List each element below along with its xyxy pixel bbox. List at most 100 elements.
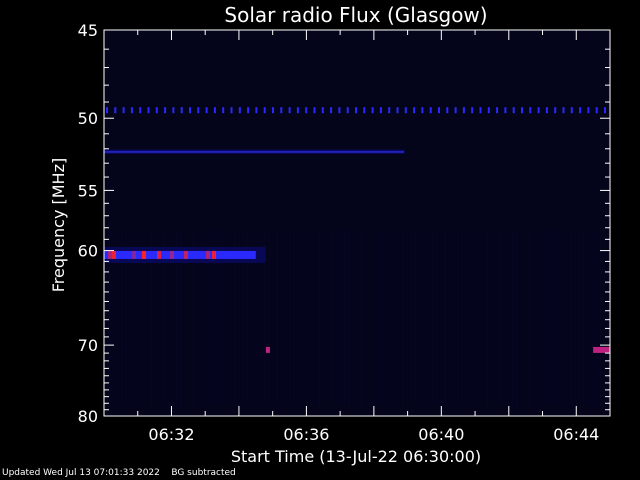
strong-band-burst <box>157 250 161 259</box>
texture-streak <box>116 230 119 406</box>
texture-streak <box>486 230 489 406</box>
texture-streak <box>398 230 400 406</box>
texture-streak <box>171 230 174 406</box>
x-tick-label: 06:32 <box>148 425 194 444</box>
texture-streak <box>549 230 552 406</box>
interference-dot <box>479 107 482 114</box>
interference-dot <box>579 107 582 114</box>
texture-streak <box>536 230 539 406</box>
texture-streak <box>494 230 497 406</box>
strong-band-burst <box>170 250 174 259</box>
texture-streak <box>511 230 514 406</box>
texture-streak <box>125 230 127 406</box>
texture-streak <box>133 230 136 406</box>
interference-dot <box>247 107 250 114</box>
interference-dot <box>164 107 167 114</box>
interference-dot <box>155 107 158 114</box>
texture-streak <box>414 230 417 406</box>
texture-streak <box>574 230 577 406</box>
interference-dot <box>421 107 424 114</box>
interference-dot <box>595 107 598 114</box>
interference-dot <box>180 107 183 114</box>
interference-dot <box>512 107 515 114</box>
texture-streak <box>255 230 258 406</box>
texture-streak <box>309 230 312 406</box>
interference-dot <box>280 107 283 114</box>
texture-streak <box>603 230 606 406</box>
texture-streak <box>427 230 430 406</box>
texture-streak <box>448 230 451 406</box>
texture-streak <box>179 230 182 406</box>
texture-streak <box>381 230 384 406</box>
interference-dot <box>238 107 241 114</box>
interference-dot <box>130 107 133 114</box>
strong-band-burst <box>112 250 116 259</box>
y-tick-label: 55 <box>78 181 98 200</box>
interference-dot <box>388 107 391 114</box>
texture-streak <box>288 230 291 406</box>
texture-streak <box>158 230 161 406</box>
texture-streak <box>473 230 476 406</box>
burst-spot <box>265 346 270 353</box>
texture-streak <box>221 230 224 406</box>
interference-dot <box>263 107 266 114</box>
texture-streak <box>234 230 237 406</box>
y-axis-label: Frequency [MHz] <box>49 158 68 292</box>
interference-dot <box>355 107 357 114</box>
texture-streak <box>217 230 220 406</box>
texture-streak <box>452 230 455 406</box>
texture-streak <box>209 230 211 406</box>
texture-streak <box>364 230 367 406</box>
interference-dot <box>454 107 457 114</box>
texture-streak <box>393 230 396 406</box>
texture-streak <box>322 230 325 406</box>
texture-streak <box>162 230 165 406</box>
interference-dot <box>371 107 374 114</box>
texture-streak <box>465 230 468 406</box>
texture-streak <box>456 230 459 406</box>
texture-streak <box>402 230 405 406</box>
texture-streak <box>498 230 501 406</box>
texture-streak <box>246 230 249 406</box>
texture-streak <box>112 230 115 406</box>
texture-streak <box>410 230 413 406</box>
y-tick-label: 70 <box>78 336 98 355</box>
texture-streak <box>120 230 123 406</box>
texture-streak <box>200 230 203 406</box>
texture-streak <box>519 230 522 406</box>
interference-dot <box>139 107 142 114</box>
strong-band <box>104 250 256 259</box>
texture-streak <box>561 230 564 406</box>
texture-streak <box>587 230 589 406</box>
interference-dot <box>213 107 216 114</box>
strong-band-burst <box>184 250 188 259</box>
texture-streak <box>238 230 241 406</box>
texture-streak <box>482 230 484 406</box>
texture-streak <box>183 230 186 406</box>
strong-band-burst <box>132 250 136 259</box>
interference-dot <box>487 107 490 114</box>
interference-dot <box>429 107 432 114</box>
texture-streak <box>301 230 304 406</box>
texture-streak <box>540 230 543 406</box>
x-tick-label: 06:44 <box>553 425 599 444</box>
interference-dot <box>529 107 532 114</box>
interference-dot <box>570 107 573 114</box>
texture-streak <box>137 230 140 406</box>
texture-streak <box>444 230 447 406</box>
texture-streak <box>150 230 153 406</box>
interference-dot <box>562 107 565 114</box>
texture-streak <box>515 230 518 406</box>
y-tick-label: 80 <box>78 407 98 426</box>
texture-streak <box>545 230 547 406</box>
strong-band-burst <box>108 250 112 259</box>
texture-streak <box>351 230 354 406</box>
texture-streak <box>599 230 602 406</box>
texture-streak <box>578 230 581 406</box>
plot-frame <box>103 29 611 417</box>
texture-streak <box>360 230 363 406</box>
texture-streak <box>192 230 195 406</box>
texture-streak <box>389 230 392 406</box>
interference-dot <box>496 107 499 114</box>
